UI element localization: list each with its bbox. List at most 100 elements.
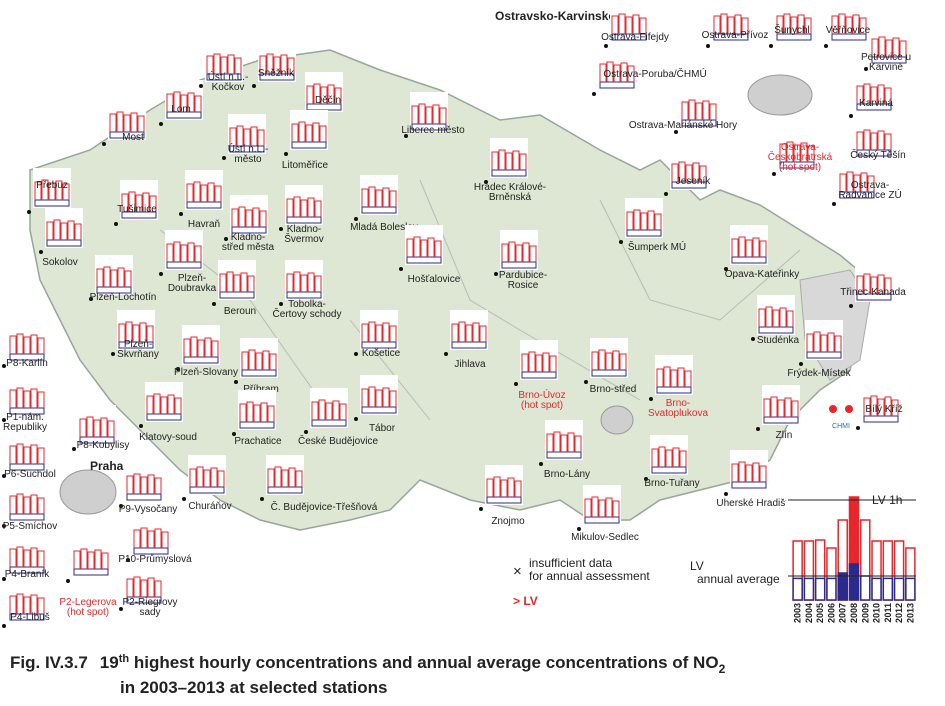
station-chart-box <box>132 516 170 556</box>
station-dot <box>799 362 803 366</box>
station-chart-box <box>185 170 223 210</box>
station-label: Ostrava-Poruba/ČHMÚ <box>603 67 706 80</box>
station-hourly-bars <box>361 186 397 207</box>
legend-marker: × <box>513 563 522 580</box>
station-label: P4-Braník <box>5 569 50 580</box>
station-label: Republiky <box>3 422 47 433</box>
station-annual-band <box>311 419 347 427</box>
station-hourly-bars <box>231 206 267 227</box>
lv-1h-label: LV 1h <box>872 493 902 507</box>
station-chart-box <box>360 310 398 350</box>
station-chart-box <box>610 2 648 42</box>
station-label: Karviné <box>869 62 903 73</box>
station-annual-band <box>109 131 145 139</box>
station-label: Svatoplukova <box>648 408 708 419</box>
station-dot <box>2 624 6 628</box>
station-chart-box <box>500 230 538 270</box>
station-hourly-bars <box>731 461 767 482</box>
station-label: Brno-Úvoz <box>518 388 565 401</box>
station-label: Hošťalovice <box>408 274 461 285</box>
annual-bar <box>826 577 837 601</box>
station-label: Švermov <box>284 232 323 245</box>
year-label: 2010 <box>872 603 882 623</box>
station-chart-box <box>838 160 876 200</box>
station-label: Lom <box>171 104 190 115</box>
station-annual-band <box>501 261 537 269</box>
station-hourly-bars <box>219 271 255 292</box>
caption-lead: 19 <box>100 653 119 672</box>
station-chart-box <box>8 432 46 472</box>
station-label: Most <box>122 132 144 143</box>
station-label: Ostrava- <box>851 180 889 191</box>
station-annual-band <box>856 149 892 157</box>
station-annual-band <box>259 73 295 81</box>
station-hourly-bars <box>166 241 202 262</box>
station-chart-box <box>78 405 116 445</box>
station-chart-box <box>45 208 83 248</box>
station-dot <box>824 44 828 48</box>
year-label: 2009 <box>860 603 870 623</box>
station-annual-band <box>651 466 687 474</box>
station-dot <box>2 418 6 422</box>
station-label: P2-Riegrovy <box>122 597 177 608</box>
year-label: 2013 <box>905 603 915 623</box>
station-label: Brno-střed <box>590 384 637 395</box>
station-dot <box>856 426 860 430</box>
caption-line2: in 2003–2013 at selected stations <box>120 678 387 697</box>
station-annual-band <box>291 141 327 149</box>
station-dot <box>252 84 256 88</box>
station-hourly-bars <box>267 466 303 487</box>
station-annual-band <box>584 516 620 524</box>
caption-body: highest hourly concentrations and annual… <box>129 653 718 672</box>
station-dot <box>199 84 203 88</box>
station-label: P4-Libuš <box>10 612 49 623</box>
station-label: Košetice <box>362 348 401 359</box>
station-hourly-bars <box>118 321 154 342</box>
year-label: 2005 <box>815 603 825 623</box>
station-dot <box>664 192 668 196</box>
caption-number: Fig. IV.3.7 <box>10 653 88 672</box>
station-label: Hradec Králové- <box>474 182 546 193</box>
station-annual-band <box>361 406 397 414</box>
ostrava-area <box>747 74 813 116</box>
station-hourly-bars <box>584 496 620 517</box>
station-chart-box <box>583 485 621 525</box>
station-hourly-bars <box>306 83 342 104</box>
station-label: P6-Suchdol <box>4 469 56 480</box>
year-label: 2003 <box>793 603 803 623</box>
station-chart-box <box>108 100 146 140</box>
station-dot <box>119 607 123 611</box>
station-dot <box>126 558 130 562</box>
year-label: 2004 <box>804 603 814 623</box>
station-chart-box <box>490 138 528 178</box>
year-label: 2012 <box>894 603 904 623</box>
station-chart-box <box>240 338 278 378</box>
station-dot <box>769 44 773 48</box>
station-label: P2-Legerova <box>59 597 117 608</box>
station-chart-box <box>680 88 718 128</box>
station-hourly-bars <box>146 393 182 414</box>
station-annual-band <box>166 111 202 119</box>
station-dot <box>304 430 308 434</box>
station-hourly-bars <box>501 241 537 262</box>
station-label: Přebuz <box>36 180 68 191</box>
station-annual-band <box>406 256 442 264</box>
station-label: Tušimice <box>117 204 157 215</box>
station-dot <box>604 44 608 48</box>
station-dot <box>619 240 623 244</box>
station-label: Rosice <box>508 280 539 291</box>
station-dot <box>102 142 106 146</box>
station-annual-band <box>73 568 109 576</box>
station-hourly-bars <box>241 349 277 370</box>
lv-annual-label: LV <box>690 559 704 573</box>
station-hourly-bars <box>681 99 717 120</box>
station-dot <box>539 462 543 466</box>
station-hourly-bars <box>34 179 70 200</box>
station-label: Litoměřice <box>282 160 329 171</box>
station-hourly-bars <box>871 36 907 57</box>
station-label: Beroun <box>224 306 256 317</box>
station-chart-box <box>650 435 688 475</box>
station-annual-band <box>166 261 202 269</box>
